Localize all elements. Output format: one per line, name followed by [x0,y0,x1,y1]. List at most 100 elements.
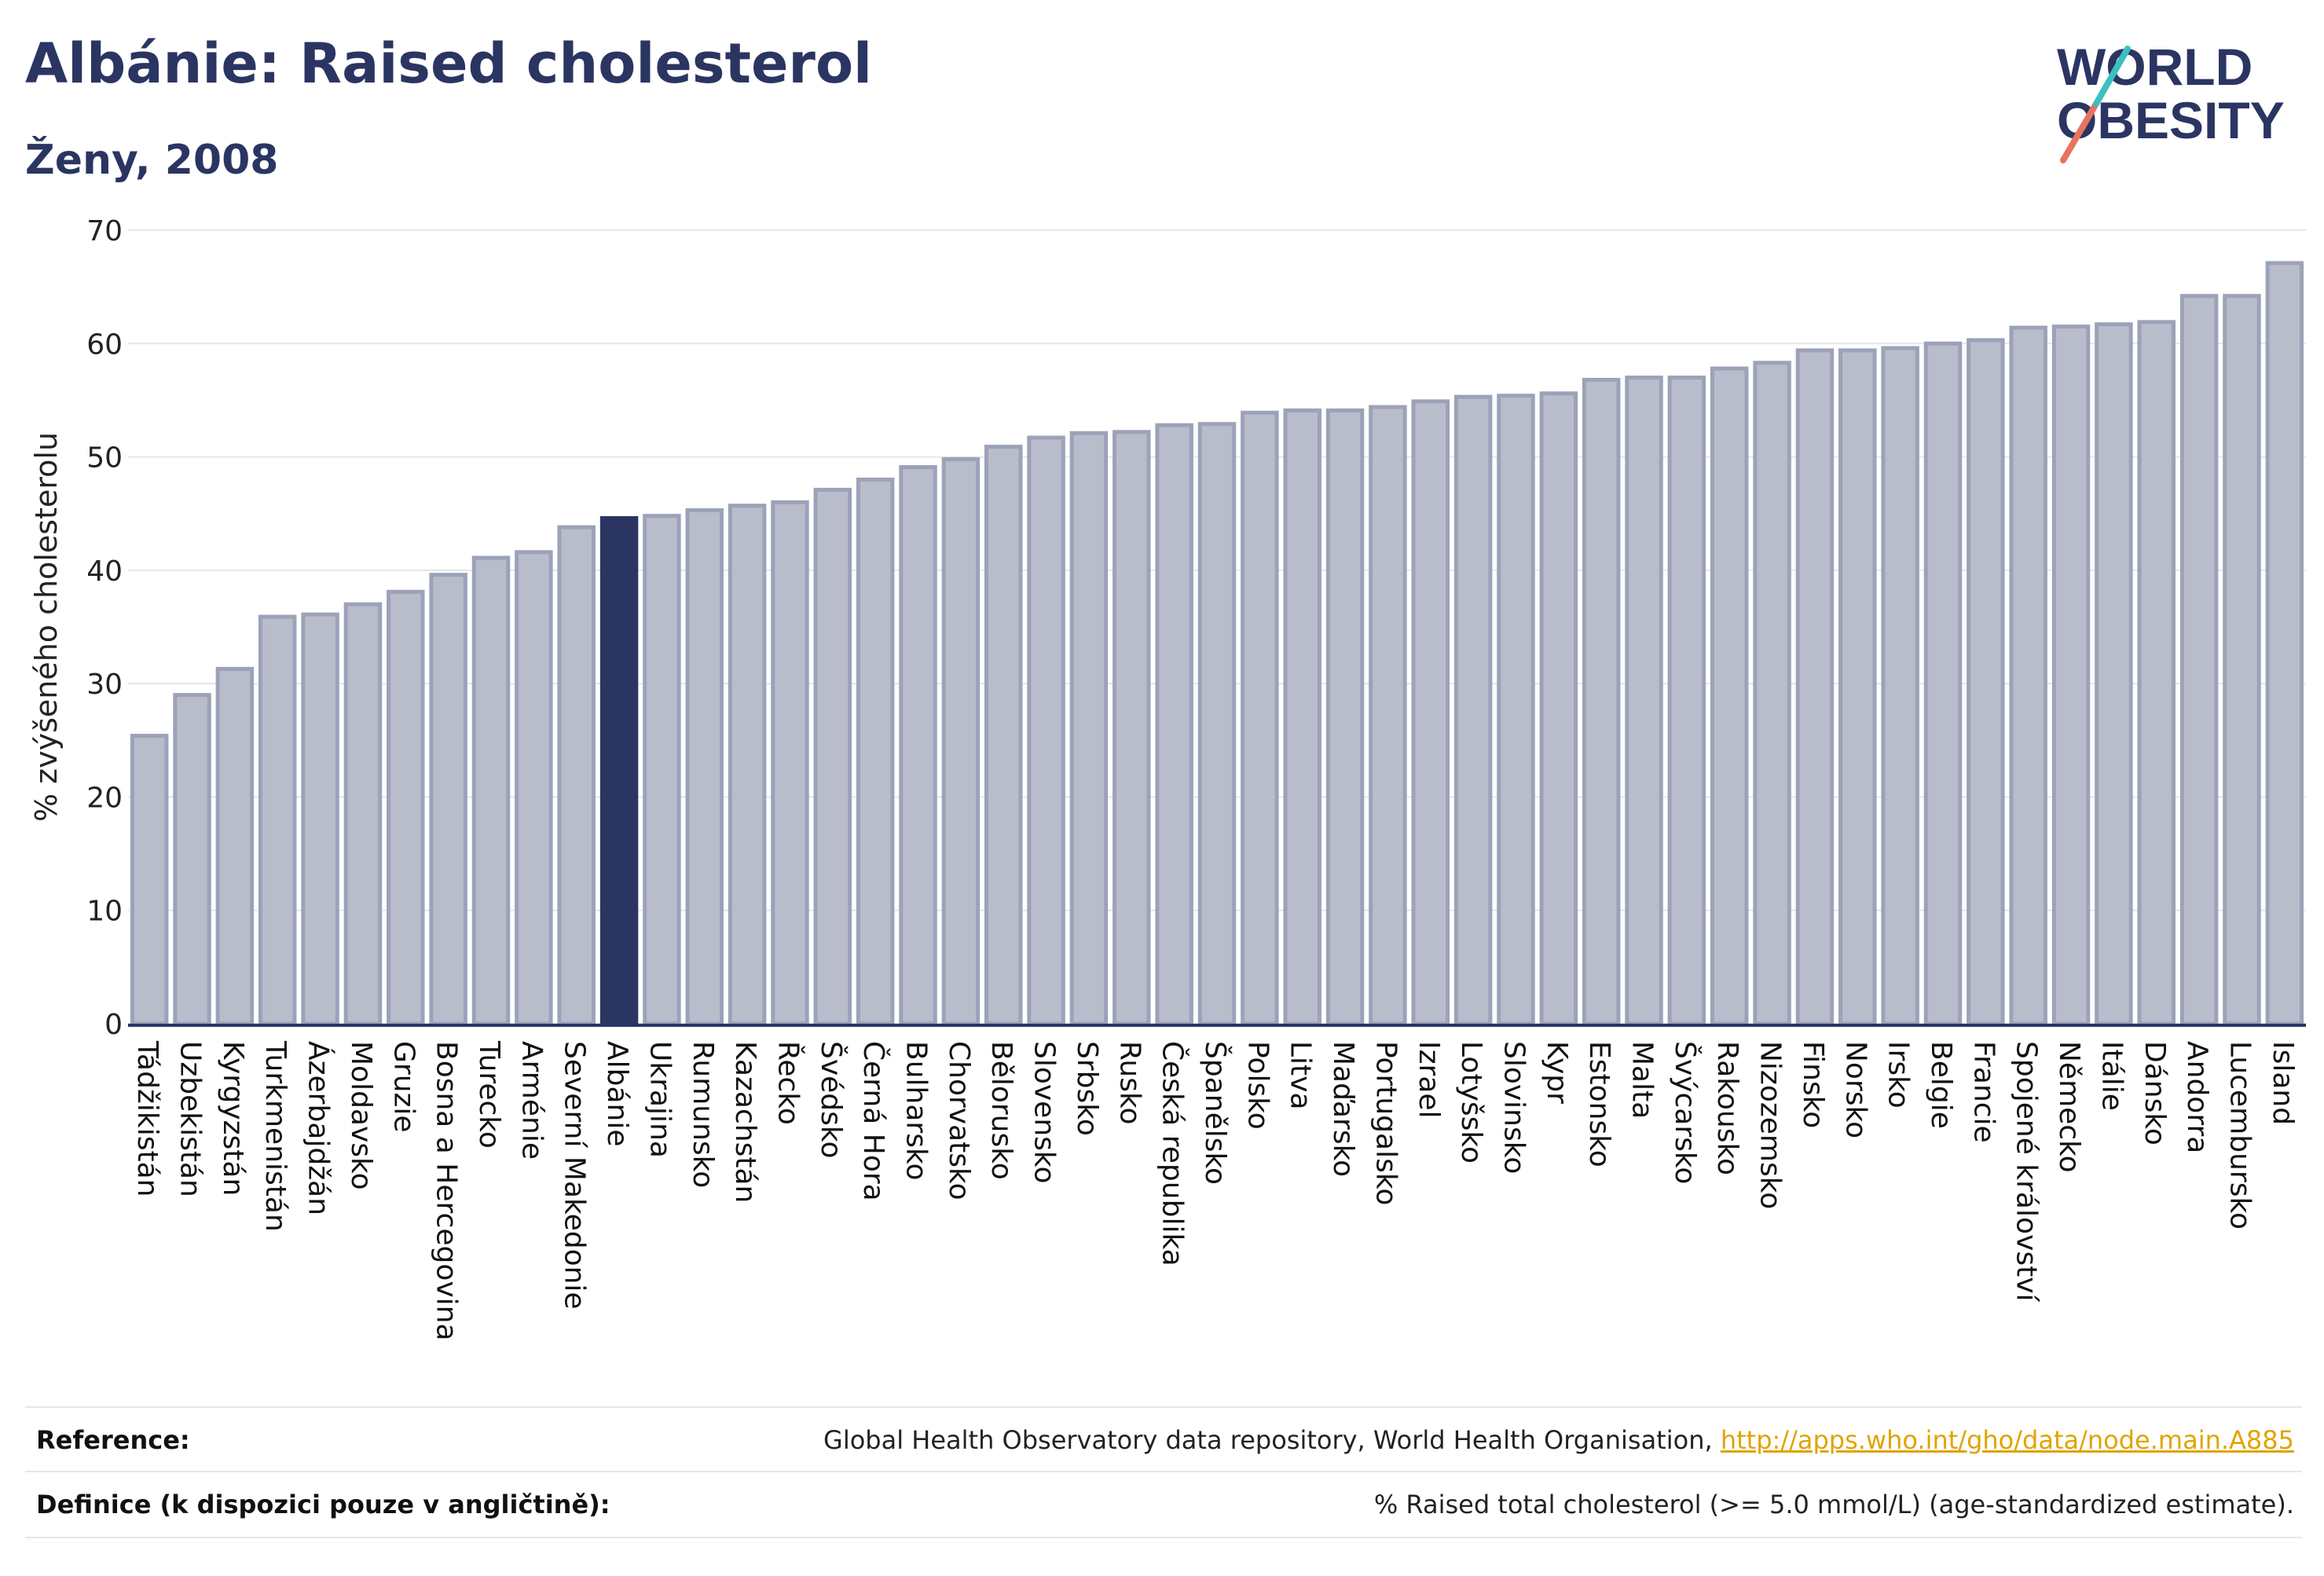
bar-albánie[interactable] [599,515,639,1026]
x-tick-label: Uzbekistán [174,1041,207,1197]
bar-německo[interactable] [2051,324,2091,1026]
bar-česká-republika[interactable] [1155,423,1193,1026]
x-tick-label: Andorra [2181,1041,2213,1153]
bar-arménie[interactable] [515,550,553,1026]
bar-srbsko[interactable] [1069,431,1109,1026]
x-tick-label: Belgie [1925,1041,1957,1129]
bar-ázerbajdžán[interactable] [301,612,339,1026]
bar-spojené-království[interactable] [2009,325,2047,1026]
reference-label: Reference: [36,1425,190,1455]
x-tick-label: Turecko [473,1040,505,1149]
x-tick-label: Gruzie [387,1041,420,1133]
bar-kyrgyzstán[interactable] [215,666,255,1026]
bar-španělsko[interactable] [1197,422,1237,1026]
y-tick-label: 40 [86,555,123,588]
bar-turecko[interactable] [471,555,511,1026]
bar-finsko[interactable] [1795,348,1835,1026]
x-tick-label: Irsko [1882,1041,1915,1109]
x-tick-label: Maďarsko [1327,1041,1359,1177]
x-tick-label: Lotyšsko [1455,1041,1487,1164]
x-tick-label: Rumunsko [687,1041,719,1188]
reference-text: Global Health Observatory data repositor… [823,1425,1721,1455]
x-tick-label: Německo [2053,1041,2085,1173]
reference-row: Reference: Global Health Observatory dat… [25,1406,2302,1472]
bar-andorra[interactable] [2179,294,2219,1026]
bar-slovinsko[interactable] [1497,394,1535,1026]
x-tick-label: Albánie [601,1041,633,1147]
bar-dánsko[interactable] [2137,320,2176,1026]
x-tick-label: Bělorusko [985,1041,1017,1180]
y-tick-label: 30 [86,669,123,701]
x-tick-label: Severní Makedonie [559,1041,591,1310]
bar-bulharsko[interactable] [899,465,937,1026]
bar-severní-makedonie[interactable] [557,525,596,1026]
bar-bosna-a-hercegovina[interactable] [429,573,467,1026]
bar-malta[interactable] [1625,376,1663,1026]
x-tick-label: Slovinsko [1497,1041,1530,1174]
chart-subtitle: Ženy, 2008 [25,137,279,184]
bar-turkmenistán[interactable] [258,614,297,1026]
x-tick-label: Lucembursko [2223,1041,2256,1230]
bar-maďarsko[interactable] [1325,408,1365,1026]
bar-lotyšsko[interactable] [1453,394,1493,1026]
bar-bělorusko[interactable] [984,445,1023,1026]
bar-rakousko[interactable] [1710,366,1749,1026]
bar-rusko[interactable] [1113,430,1151,1026]
bar-řecko[interactable] [771,500,809,1026]
bar-portugalsko[interactable] [1369,405,1407,1026]
x-tick-label: Spojené království [2011,1041,2043,1303]
reference-value: Global Health Observatory data repositor… [823,1425,2302,1455]
y-tick-label: 20 [86,782,123,814]
bar-tádžikistán[interactable] [130,734,169,1026]
definition-row: Definice (k dispozici pouze v angličtině… [25,1471,2302,1538]
bar-slovensko[interactable] [1027,435,1065,1026]
y-tick-label: 70 [86,215,123,247]
bar-rumunsko[interactable] [685,508,724,1026]
x-tick-label: Island [2267,1041,2299,1125]
y-axis-ticks: 0 10 20 30 40 50 60 70 [86,215,123,1041]
bar-francie[interactable] [1967,338,2005,1026]
bar-polsko[interactable] [1241,410,1279,1026]
y-tick-label: 10 [86,896,123,928]
x-tick-label: Švédsko [815,1041,848,1159]
bar-ukrajina[interactable] [643,514,681,1026]
bar-litva[interactable] [1283,408,1321,1026]
bar-kazachstán[interactable] [728,504,767,1026]
x-tick-label: Černá Hora [857,1041,890,1201]
x-tick-label: Finsko [1797,1041,1829,1128]
bar-černá-hora[interactable] [856,477,895,1026]
x-tick-label: Slovensko [1028,1041,1061,1184]
x-tick-label: Chorvatsko [943,1041,975,1200]
x-tick-label: Španělsko [1199,1041,1232,1185]
logo-slash-teal [2093,46,2131,107]
x-tick-label: Nizozemsko [1754,1041,1787,1209]
x-tick-label: Rusko [1113,1041,1146,1125]
bar-moldavsko[interactable] [343,602,383,1026]
bar-itálie[interactable] [2095,322,2133,1026]
bar-chorvatsko[interactable] [941,456,981,1026]
chart-title: Albánie: Raised cholesterol [25,31,873,96]
bar-irsko[interactable] [1881,346,1919,1026]
x-tick-label: Tádžikistán [131,1040,163,1197]
bar-belgie[interactable] [1923,341,1963,1026]
x-tick-label: Izrael [1413,1041,1445,1119]
bar-švýcarsko[interactable] [1667,376,1706,1026]
bar-island[interactable] [2265,261,2304,1026]
bar-gruzie[interactable] [387,589,425,1026]
bar-nizozemsko[interactable] [1753,361,1791,1026]
bar-uzbekistán[interactable] [173,693,211,1026]
y-tick-label: 0 [104,1009,123,1041]
definition-label: Definice (k dispozici pouze v angličtině… [36,1490,610,1519]
bars [130,261,2304,1026]
bar-kypr[interactable] [1539,391,1578,1026]
x-tick-label: Turkmenistán [259,1040,291,1232]
bar-izrael[interactable] [1411,399,1450,1026]
bar-lucembursko[interactable] [2223,294,2261,1026]
x-tick-label: Kyrgyzstán [217,1041,249,1196]
world-obesity-logo[interactable]: WORLD OBESITY [2043,28,2310,170]
bar-švédsko[interactable] [813,487,852,1026]
bar-estonsko[interactable] [1582,377,1621,1026]
reference-link[interactable]: http://apps.who.int/gho/data/node.main.A… [1720,1425,2294,1455]
bar-norsko[interactable] [1838,348,1877,1026]
x-tick-label: Dánsko [2139,1041,2171,1145]
